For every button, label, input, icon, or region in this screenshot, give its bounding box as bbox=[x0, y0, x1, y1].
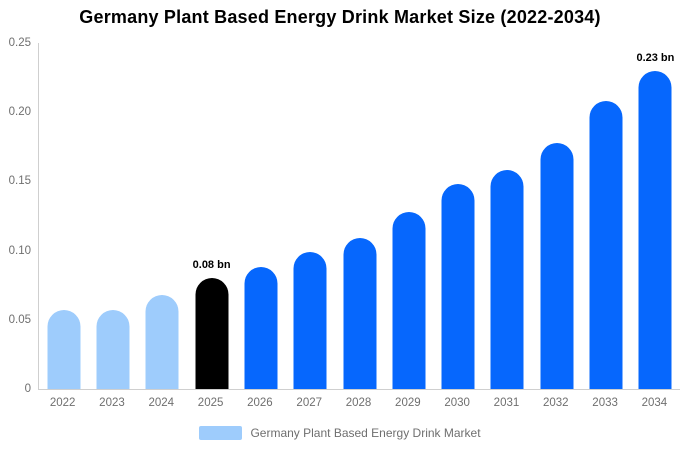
bar-column-2023 bbox=[88, 43, 137, 389]
bar-column-2025: 0.08 bn bbox=[187, 43, 236, 389]
bar-column-2022 bbox=[39, 43, 88, 389]
x-tick-2032: 2032 bbox=[542, 397, 569, 409]
bar-value-label-2025: 0.08 bn bbox=[192, 259, 231, 272]
bar-2026 bbox=[244, 267, 278, 389]
bar-2027 bbox=[293, 251, 327, 389]
x-tick-2033: 2033 bbox=[592, 397, 618, 409]
bar-value-label-2034: 0.23 bn bbox=[636, 51, 675, 64]
bar-column-2024 bbox=[138, 43, 187, 389]
bar-2029 bbox=[392, 211, 426, 389]
x-tick-2023: 2023 bbox=[99, 397, 125, 409]
bar-2032 bbox=[540, 142, 574, 389]
bar-column-2032 bbox=[532, 43, 581, 389]
y-tick-0.25: 0.25 bbox=[8, 37, 31, 49]
bar-column-2029 bbox=[384, 43, 433, 389]
y-axis-tick-labels: 0.25 0.20 0.15 0.10 0.05 0 bbox=[0, 37, 31, 395]
bar-2024 bbox=[145, 294, 179, 389]
x-tick-2031: 2031 bbox=[493, 397, 520, 409]
x-tick-2022: 2022 bbox=[49, 397, 76, 409]
y-tick-0.10: 0.10 bbox=[8, 244, 31, 257]
bar-2031 bbox=[490, 170, 524, 389]
bar-2028 bbox=[343, 238, 377, 389]
bar-column-2031 bbox=[483, 43, 532, 389]
x-tick-2030: 2030 bbox=[444, 397, 470, 409]
bar-2030 bbox=[441, 184, 475, 389]
chart-title: Germany Plant Based Energy Drink Market … bbox=[79, 7, 601, 27]
y-tick-0.05: 0.05 bbox=[8, 313, 31, 326]
bar-2025 bbox=[195, 278, 229, 389]
legend-label: Germany Plant Based Energy Drink Market bbox=[250, 426, 481, 440]
x-tick-2028: 2028 bbox=[345, 397, 372, 409]
bar-column-2034: 0.23 bn bbox=[631, 43, 680, 389]
legend: Germany Plant Based Energy Drink Market bbox=[0, 426, 680, 440]
plot-area: 0.08 bn 0.23 bn bbox=[38, 43, 680, 390]
x-tick-2026: 2026 bbox=[247, 397, 273, 409]
x-tick-2027: 2027 bbox=[296, 397, 323, 409]
bar-column-2028 bbox=[335, 43, 384, 389]
legend-swatch bbox=[199, 426, 243, 440]
y-tick-0: 0 bbox=[24, 383, 31, 395]
bar-2023 bbox=[96, 310, 130, 389]
bar-column-2027 bbox=[286, 43, 335, 389]
bar-column-2026 bbox=[236, 43, 285, 389]
y-tick-0.20: 0.20 bbox=[8, 106, 31, 119]
x-tick-2024: 2024 bbox=[148, 397, 175, 409]
x-tick-2034: 2034 bbox=[641, 397, 668, 409]
x-axis-tick-labels: 2022 2023 2024 2025 2026 2027 2028 2029 2030 2031… bbox=[38, 397, 679, 409]
bar-column-2030 bbox=[434, 43, 483, 389]
x-tick-2029: 2029 bbox=[395, 397, 421, 409]
bar-2022 bbox=[47, 310, 81, 389]
bar-2033 bbox=[589, 101, 623, 389]
x-tick-2025: 2025 bbox=[197, 397, 224, 409]
y-tick-0.15: 0.15 bbox=[8, 175, 31, 188]
bar-column-2033 bbox=[581, 43, 630, 389]
bar-2034 bbox=[638, 70, 672, 389]
